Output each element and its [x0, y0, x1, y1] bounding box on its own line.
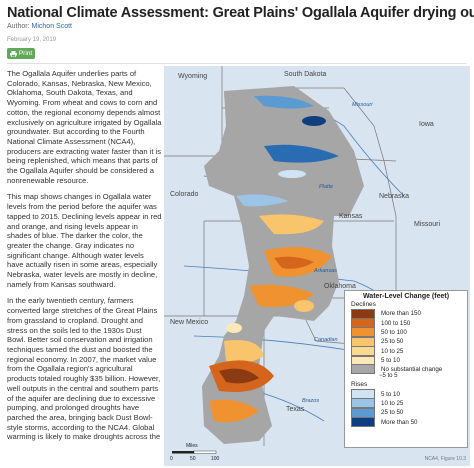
legend-row: 10 to 25: [351, 398, 467, 409]
author-prefix: Author:: [7, 23, 30, 30]
label-canadian-river: Canadian: [314, 337, 338, 343]
label-brazos-river: Brazos: [302, 398, 319, 404]
legend-row: No substantial change: [351, 364, 467, 375]
figure-caption: NCA4, Figure 10.3: [424, 456, 466, 462]
rise-areas: [214, 95, 339, 417]
author-link[interactable]: Michon Scott: [31, 23, 72, 30]
label-wyoming: Wyoming: [178, 73, 207, 80]
label-oklahoma: Oklahoma: [324, 283, 356, 290]
scale-tick-50: 50: [190, 456, 196, 462]
label-platte-river: Platte: [319, 184, 333, 190]
legend-row: More than 50: [351, 417, 467, 428]
legend-label: 10 to 25: [381, 399, 404, 407]
legend-declines-heading: Declines: [351, 301, 376, 308]
legend-no-change-value: −5 to 5: [379, 373, 398, 380]
legend-row: 50 to 100: [351, 327, 467, 338]
legend-label: No substantial change: [381, 365, 443, 373]
legend-label: 10 to 25: [381, 347, 404, 355]
legend-row: 25 to 50: [351, 407, 467, 418]
legend-row: 25 to 50: [351, 336, 467, 347]
label-kansas: Kansas: [339, 213, 363, 220]
scale-tick-100: 100: [211, 456, 220, 462]
legend-rises-heading: Rises: [351, 381, 368, 389]
label-colorado: Colorado: [170, 191, 199, 198]
label-new-mexico: New Mexico: [170, 319, 208, 326]
map-legend: Water-Level Change (feet) Declines More …: [344, 290, 468, 448]
article-title: National Climate Assessment: Great Plain…: [7, 5, 474, 21]
legend-swatch: [351, 364, 375, 375]
paragraph-2: This map shows changes in Ogallala water…: [7, 192, 162, 289]
scale-tick-0: 0: [170, 456, 173, 462]
legend-label: 5 to 10: [381, 390, 400, 398]
legend-title: Water-Level Change (feet): [362, 293, 450, 300]
legend-row: 10 to 25: [351, 346, 467, 357]
author-line: Author: Michon Scott: [7, 23, 72, 30]
label-texas: Texas: [286, 406, 305, 413]
scale-label: Miles: [186, 443, 198, 449]
label-arkansas-river: Arkansas: [313, 268, 337, 274]
label-south-dakota: South Dakota: [284, 71, 327, 78]
paragraph-3: In the early twentieth century, farmers …: [7, 296, 161, 442]
legend-label: 25 to 50: [381, 409, 404, 417]
legend-row: 100 to 150: [351, 318, 467, 329]
legend-row: More than 150: [351, 308, 467, 319]
label-iowa: Iowa: [419, 121, 434, 128]
print-button[interactable]: Print: [7, 48, 35, 59]
legend-label: More than 50: [381, 418, 418, 426]
decline-areas: [209, 214, 332, 423]
legend-label: 50 to 100: [381, 328, 407, 336]
paragraph-1: The Ogallala Aquifer underlies parts of …: [7, 69, 162, 185]
legend-label: 25 to 50: [381, 338, 404, 346]
legend-label: More than 150: [381, 310, 421, 318]
legend-swatch: [351, 417, 375, 428]
legend-row: 5 to 10: [351, 389, 467, 400]
header-divider: [7, 63, 467, 64]
legend-label: 100 to 150: [381, 319, 411, 327]
label-missouri: Missouri: [414, 221, 441, 228]
printer-icon: [9, 50, 17, 57]
label-nebraska: Nebraska: [379, 193, 409, 200]
publish-date: February 19, 2019: [7, 37, 57, 43]
article-body: The Ogallala Aquifer underlies parts of …: [7, 69, 162, 449]
print-label: Print: [18, 50, 33, 57]
label-missouri-river: Missouri: [352, 102, 373, 108]
scale-bar: 0 50 100 Miles: [170, 443, 220, 462]
legend-label: 5 to 10: [381, 357, 400, 365]
